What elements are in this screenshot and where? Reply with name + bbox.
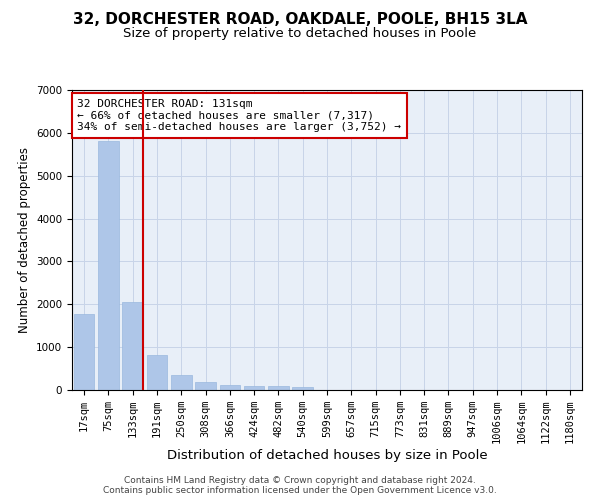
Text: Contains HM Land Registry data © Crown copyright and database right 2024.
Contai: Contains HM Land Registry data © Crown c… bbox=[103, 476, 497, 495]
Bar bbox=[74, 314, 94, 390]
Bar bbox=[268, 386, 289, 390]
Bar bbox=[146, 355, 167, 390]
Text: 32, DORCHESTER ROAD, OAKDALE, POOLE, BH15 3LA: 32, DORCHESTER ROAD, OAKDALE, POOLE, BH1… bbox=[73, 12, 527, 28]
Bar bbox=[122, 302, 143, 390]
Bar bbox=[292, 386, 313, 390]
Text: 32 DORCHESTER ROAD: 131sqm
← 66% of detached houses are smaller (7,317)
34% of s: 32 DORCHESTER ROAD: 131sqm ← 66% of deta… bbox=[77, 99, 401, 132]
Y-axis label: Number of detached properties: Number of detached properties bbox=[17, 147, 31, 333]
Bar bbox=[220, 385, 240, 390]
Bar bbox=[195, 382, 216, 390]
Text: Size of property relative to detached houses in Poole: Size of property relative to detached ho… bbox=[124, 28, 476, 40]
Bar bbox=[244, 386, 265, 390]
Bar bbox=[171, 376, 191, 390]
X-axis label: Distribution of detached houses by size in Poole: Distribution of detached houses by size … bbox=[167, 449, 487, 462]
Bar bbox=[98, 142, 119, 390]
